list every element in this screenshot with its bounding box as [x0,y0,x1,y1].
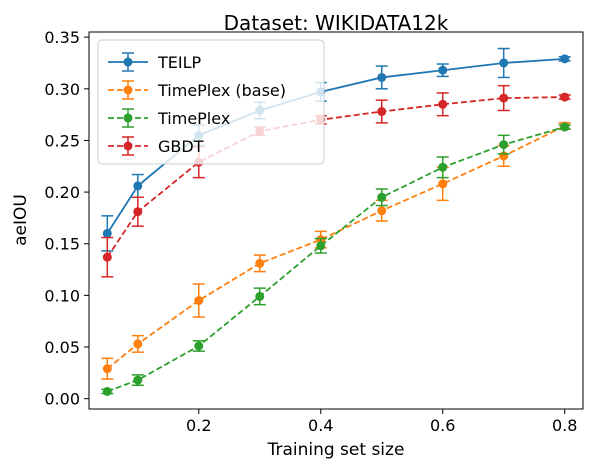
y-tick-label: 0.05 [44,338,80,357]
data-point [438,65,448,75]
data-point [377,72,387,82]
data-point [499,58,509,68]
data-point [377,192,387,202]
chart-title: Dataset: WIKIDATA12k [224,11,449,35]
series-line [106,125,566,370]
series-timeplex [101,122,571,396]
data-point [438,99,448,109]
data-point [194,296,204,306]
x-tick-label: 0.2 [186,416,211,435]
legend-marker [123,141,133,151]
data-point [377,206,387,216]
x-tick-label: 0.4 [308,416,333,435]
legend-marker [123,57,133,67]
plot-frame [88,31,584,410]
data-point [560,92,570,102]
legend-label: TimePlex (base) [157,81,286,100]
legend-box [97,39,325,165]
legend-label: TimePlex [157,109,230,128]
data-point [102,228,112,238]
data-point [133,339,143,349]
data-point [102,386,112,396]
y-tick-label: 0.35 [44,28,80,47]
data-point [499,93,509,103]
axes: 0.2 0.4 0.6 0.8 0.00 0.05 0.10 0.15 0.20 0.25 0.30… [44,28,577,435]
data-point [102,252,112,262]
data-point [438,179,448,189]
data-point [499,140,509,150]
data-point [316,241,326,251]
y-tick-label: 0.00 [44,390,80,409]
data-point [194,341,204,351]
y-tick-label: 0.25 [44,131,80,150]
data-point [255,291,265,301]
x-axis-title: Training set size [267,440,405,460]
y-tick-label: 0.30 [44,80,80,99]
data-point [560,54,570,64]
data-point [102,364,112,374]
x-tick-label: 0.8 [552,416,577,435]
y-tick-label: 0.15 [44,235,80,254]
y-tick-label: 0.20 [44,183,80,202]
legend-marker [123,113,133,123]
data-point [133,375,143,385]
y-axis-title: aeIOU [11,194,31,246]
legend-label: TEILP [157,53,202,72]
data-point [377,107,387,117]
series-line [106,126,565,393]
y-tick-label: 0.10 [44,286,80,305]
data-point [255,258,265,268]
data-point [438,162,448,172]
legend: TEILP TimePlex (base) TimePlex GBDT [97,39,325,165]
legend-label: GBDT [158,137,204,156]
x-tick-label: 0.6 [430,416,455,435]
data-point [133,207,143,217]
data-point [133,181,143,191]
legend-marker [123,85,133,95]
data-point [560,122,570,132]
